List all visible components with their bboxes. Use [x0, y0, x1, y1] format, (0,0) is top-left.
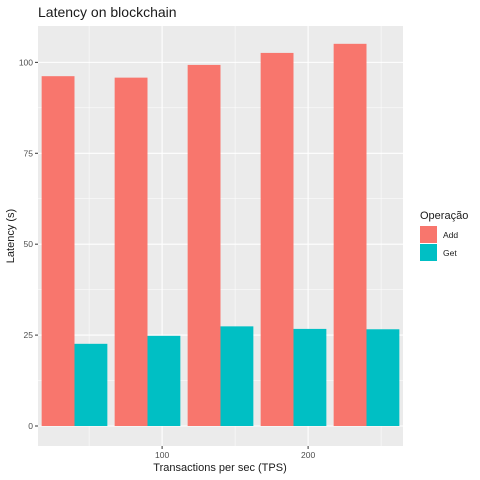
- y-tick-label: 50: [24, 239, 34, 249]
- bar-get-4: [366, 329, 400, 426]
- legend-title: Operação: [420, 210, 468, 222]
- y-axis-title: Latency (s): [5, 209, 17, 263]
- x-tick-label: 100: [155, 450, 169, 460]
- bar-add-2: [187, 64, 221, 426]
- y-tick-label: 75: [24, 148, 34, 158]
- bar-add-1: [114, 77, 148, 427]
- y-axis: 0 25 50 75 100: [19, 57, 38, 431]
- chart-title: Latency on blockchain: [38, 4, 177, 20]
- bar-get-2: [220, 326, 254, 426]
- bar-get-1: [147, 335, 181, 426]
- legend-label-get: Get: [443, 248, 457, 258]
- legend: Operação Add Get: [420, 210, 468, 261]
- bars: [41, 43, 400, 427]
- bar-add-0: [41, 76, 75, 426]
- y-tick-label: 0: [28, 421, 33, 431]
- bar-add-3: [260, 52, 294, 427]
- bar-get-3: [293, 328, 327, 426]
- y-tick-label: 25: [24, 330, 34, 340]
- legend-key-add: [420, 226, 437, 243]
- bar-get-0: [74, 343, 108, 426]
- x-axis: 100 200: [155, 446, 315, 460]
- x-tick-label: 200: [301, 450, 315, 460]
- bar-add-4: [333, 43, 367, 427]
- x-axis-title: Transactions per sec (TPS): [153, 462, 286, 474]
- legend-key-get: [420, 244, 437, 261]
- legend-label-add: Add: [443, 230, 458, 240]
- y-tick-label: 100: [19, 57, 33, 67]
